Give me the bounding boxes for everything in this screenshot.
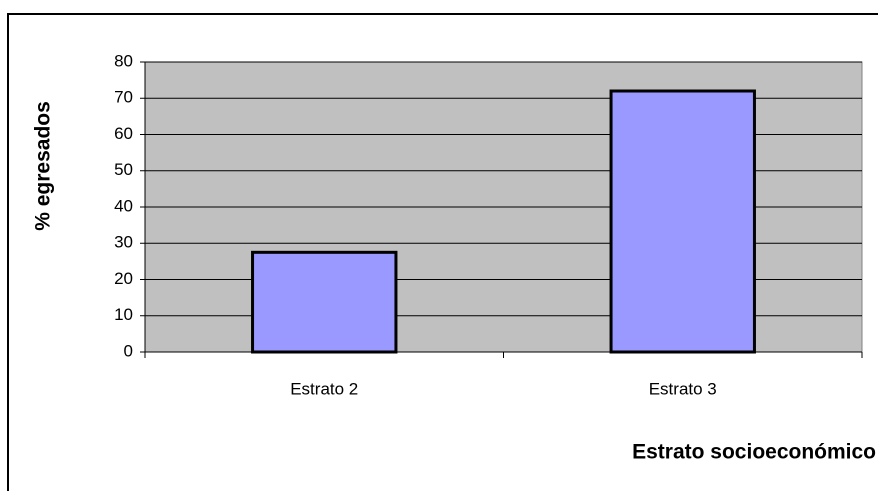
y-axis-title: % egresados (32, 101, 55, 231)
y-tick-label: 10 (114, 305, 133, 324)
y-tick-label: 60 (114, 124, 133, 143)
x-tick-label: Estrato 2 (290, 379, 358, 398)
y-tick-label: 40 (114, 196, 133, 215)
y-tick-label: 20 (114, 269, 133, 288)
bar (609, 89, 756, 354)
y-tick-label: 80 (114, 51, 133, 70)
y-tick-label: 50 (114, 160, 133, 179)
y-tick-label: 30 (114, 233, 133, 252)
bar (251, 250, 398, 354)
x-axis-title: Estrato socioeconómico (632, 441, 876, 464)
x-tick-label: Estrato 3 (649, 379, 717, 398)
y-tick-label: 70 (114, 88, 133, 107)
y-tick-label: 0 (124, 341, 133, 360)
